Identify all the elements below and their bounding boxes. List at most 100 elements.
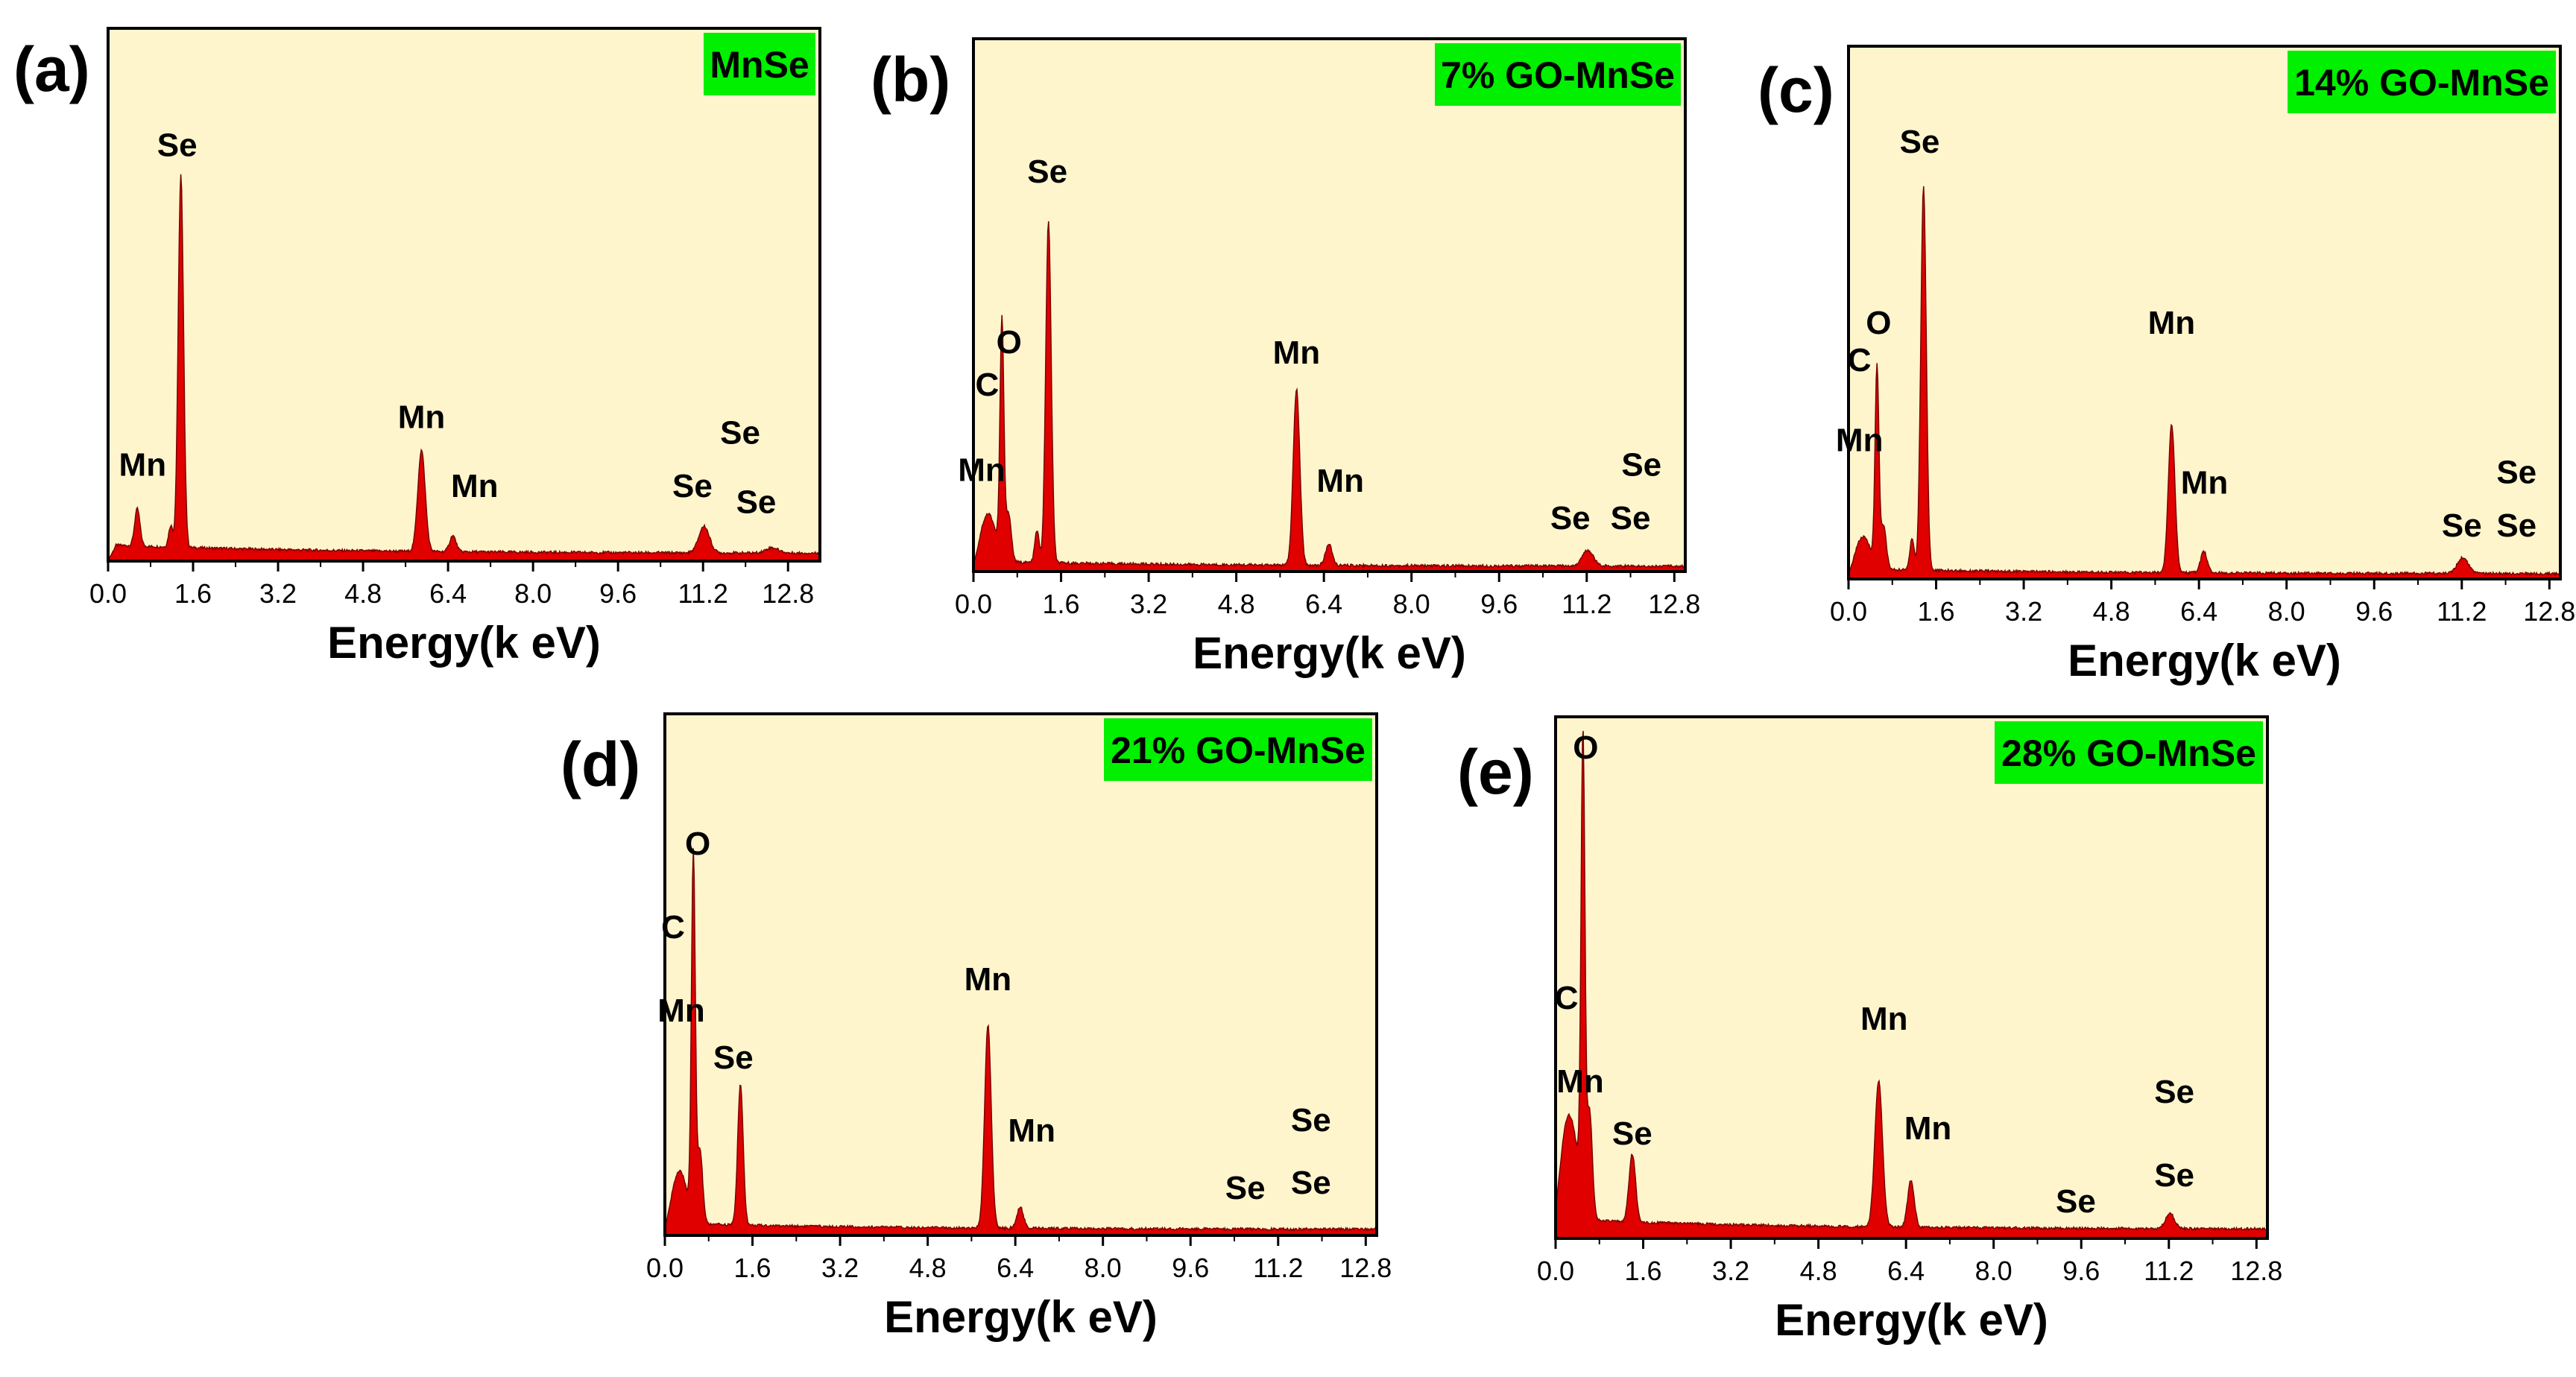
sample-title: 7% GO-MnSe xyxy=(1441,54,1675,96)
peak-label: Mn xyxy=(2148,305,2196,341)
sample-badge xyxy=(1435,43,1681,106)
plot-frame xyxy=(972,37,1687,573)
peak-label: Mn xyxy=(1008,1112,1055,1149)
eds-panel-c: 0.0 1.6 3.2 4.8 6.4 8.0 9.6 11.2 12.8 Energy(k eV… xyxy=(1758,45,2575,686)
peak-label: Mn xyxy=(958,452,1006,488)
spectrum-area xyxy=(664,848,1377,1236)
x-tick-label: 0.0 xyxy=(1830,596,1867,627)
x-tick-label: 3.2 xyxy=(1130,589,1167,619)
plot-frame xyxy=(1847,45,2562,580)
x-tick-label: 9.6 xyxy=(1480,589,1518,619)
peak-label: Mn xyxy=(1904,1110,1952,1147)
peak-label: Mn xyxy=(965,961,1012,998)
peak-label: Mn xyxy=(398,399,446,435)
x-axis-label: Energy(k eV) xyxy=(1193,628,1466,678)
peak-label: Se xyxy=(2056,1183,2096,1220)
peak-label: Mn xyxy=(451,468,499,504)
x-tick-label: 11.2 xyxy=(678,578,728,609)
peak-label: Se xyxy=(1621,446,1661,483)
x-tick-label: 11.2 xyxy=(1253,1253,1303,1283)
x-tick-label: 11.2 xyxy=(2437,596,2487,627)
sample-title: 14% GO-MnSe xyxy=(2294,62,2549,104)
plot-frame xyxy=(107,27,821,563)
x-tick-label: 4.8 xyxy=(1218,589,1255,619)
x-tick-label: 4.8 xyxy=(1800,1256,1837,1286)
plot-frame xyxy=(1554,715,2269,1240)
peak-label: Mn xyxy=(1273,335,1321,371)
panel-label: (a) xyxy=(13,34,90,104)
peak-label: Se xyxy=(713,1039,754,1076)
peak-label: Se xyxy=(1291,1102,1331,1139)
x-tick-label: 1.6 xyxy=(1625,1256,1662,1286)
x-tick-label: 12.8 xyxy=(762,578,814,609)
x-tick-label: 12.8 xyxy=(2230,1256,2282,1286)
x-axis-label: Energy(k eV) xyxy=(884,1292,1158,1342)
panel-label: (e) xyxy=(1457,737,1534,807)
sample-badge xyxy=(1104,718,1372,781)
x-tick-label: 0.0 xyxy=(1537,1256,1574,1286)
eds-panel-d: 0.0 1.6 3.2 4.8 6.4 8.0 9.6 11.2 12.8 Energy(k eV… xyxy=(561,712,1392,1342)
peak-label: C xyxy=(1555,980,1579,1016)
x-tick-label: 4.8 xyxy=(344,578,382,609)
spectrum-area xyxy=(1555,730,2268,1239)
x-tick-label: 11.2 xyxy=(2144,1256,2194,1286)
peak-label: O xyxy=(685,826,710,862)
peak-label: Se xyxy=(1550,500,1591,536)
spectrum-area xyxy=(1848,186,2561,580)
plot-area xyxy=(665,714,1377,1235)
x-tick-label: 8.0 xyxy=(1085,1253,1122,1283)
x-tick-label: 6.4 xyxy=(997,1253,1034,1283)
x-tick-label: 6.4 xyxy=(1305,589,1342,619)
eds-panel-b: 0.0 1.6 3.2 4.8 6.4 8.0 9.6 11.2 12.8 Energy(k eV… xyxy=(871,37,1700,678)
x-tick-label: 4.8 xyxy=(2093,596,2130,627)
x-axis-label: Energy(k eV) xyxy=(327,618,601,668)
x-tick-label: 4.8 xyxy=(909,1253,947,1283)
peak-label: Mn xyxy=(1316,463,1364,499)
x-tick-label: 1.6 xyxy=(1043,589,1080,619)
peak-label: C xyxy=(975,367,999,403)
x-tick-label: 0.0 xyxy=(955,589,992,619)
sample-title: 21% GO-MnSe xyxy=(1111,729,1366,771)
peak-label: Se xyxy=(720,415,760,452)
x-tick-label: 12.8 xyxy=(1339,1253,1392,1283)
x-tick-label: 8.0 xyxy=(2268,596,2305,627)
peak-label: Se xyxy=(1900,124,1940,160)
plot-area xyxy=(973,39,1685,572)
peak-label: Se xyxy=(1291,1165,1331,1201)
peak-label: Se xyxy=(2496,454,2536,490)
peak-label: Mn xyxy=(2181,465,2229,501)
peak-label: Mn xyxy=(1860,1001,1908,1037)
x-tick-label: 3.2 xyxy=(259,578,297,609)
x-axis-label: Energy(k eV) xyxy=(2068,636,2341,686)
x-tick-label: 9.6 xyxy=(1172,1253,1209,1283)
x-tick-label: 3.2 xyxy=(821,1253,859,1283)
panel-label: (c) xyxy=(1758,55,1834,125)
x-tick-label: 9.6 xyxy=(2062,1256,2100,1286)
peak-label: C xyxy=(661,909,685,946)
peak-label: Se xyxy=(2442,507,2482,544)
peak-label: Se xyxy=(1612,1115,1652,1152)
panel-label: (b) xyxy=(871,45,950,115)
sample-title: MnSe xyxy=(710,44,809,86)
eds-panel-e: 0.0 1.6 3.2 4.8 6.4 8.0 9.6 11.2 12.8 Energy(k eV… xyxy=(1457,715,2282,1345)
peak-label: O xyxy=(1573,729,1598,766)
peak-label: Se xyxy=(1225,1170,1266,1206)
peak-label: Se xyxy=(2154,1157,2194,1194)
peak-label: Mn xyxy=(1836,422,1884,458)
peak-label: O xyxy=(1866,305,1891,341)
x-tick-label: 8.0 xyxy=(514,578,552,609)
eds-panel-a: 0.0 1.6 3.2 4.8 6.4 8.0 9.6 11.2 12.8 Energy(k eV… xyxy=(13,27,821,668)
plot-area xyxy=(108,28,820,561)
plot-area xyxy=(1556,717,2267,1238)
peak-label: O xyxy=(997,324,1022,361)
x-tick-label: 3.2 xyxy=(2005,596,2042,627)
x-tick-label: 9.6 xyxy=(2355,596,2393,627)
x-tick-label: 1.6 xyxy=(1918,596,1955,627)
sample-badge xyxy=(2288,51,2556,113)
peak-label: Se xyxy=(2154,1074,2194,1110)
x-tick-label: 8.0 xyxy=(1975,1256,2012,1286)
x-tick-label: 0.0 xyxy=(646,1253,684,1283)
peak-label: Se xyxy=(2496,507,2536,544)
x-tick-label: 1.6 xyxy=(174,578,212,609)
